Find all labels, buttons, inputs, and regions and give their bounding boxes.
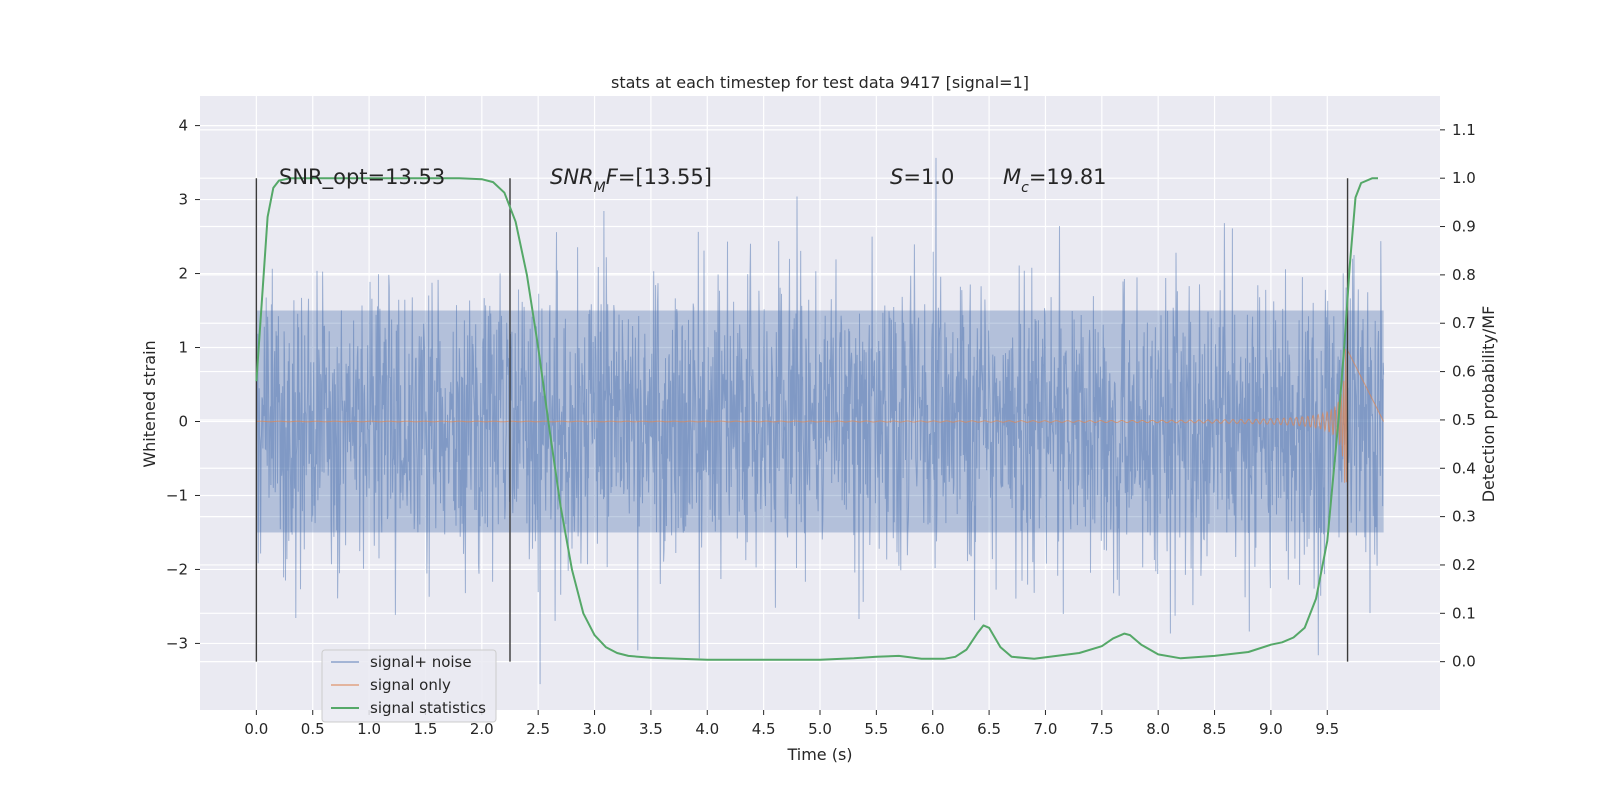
x-tick-label: 1.0 xyxy=(357,720,381,738)
legend-label-signal-statistics: signal statistics xyxy=(370,699,486,717)
y-tick-label: 3 xyxy=(178,191,188,209)
x-tick-label: 8.5 xyxy=(1203,720,1227,738)
y-tick-label: −3 xyxy=(166,634,188,652)
x-tick-label: 2.5 xyxy=(526,720,550,738)
x-tick-label: 0.0 xyxy=(244,720,268,738)
chart-title: stats at each timestep for test data 941… xyxy=(611,73,1029,92)
legend-label-signal-noise: signal+ noise xyxy=(370,653,472,671)
x-tick-label: 9.0 xyxy=(1259,720,1283,738)
x-tick-label: 7.5 xyxy=(1090,720,1114,738)
y-tick-label: 1 xyxy=(178,339,188,357)
annotations: SNR_opt=13.53 SNRMF=[13.55] S=1.0 Mc=19.… xyxy=(279,165,1107,196)
x-tick-label: 7.0 xyxy=(1034,720,1058,738)
s-label: S xyxy=(890,165,903,189)
x-axis-label: Time (s) xyxy=(786,745,852,764)
y2-tick-label: 0.9 xyxy=(1452,218,1476,236)
x-tick-labels: 0.0 0.5 1.0 1.5 2.0 2.5 3.0 3.5 4.0 4.5 5.0 5.5 6.0 6… xyxy=(244,710,1339,738)
x-tick-label: 2.0 xyxy=(470,720,494,738)
x-tick-label: 6.0 xyxy=(921,720,945,738)
y2-tick-label: 0.8 xyxy=(1452,266,1476,284)
y2-tick-label: 0.2 xyxy=(1452,556,1476,574)
signal-plus-noise-line xyxy=(255,157,1385,685)
legend-box xyxy=(321,649,497,723)
snr-mf-main: SNR xyxy=(550,165,594,189)
y-tick-label: 0 xyxy=(178,412,188,430)
x-tick-label: 4.5 xyxy=(752,720,776,738)
mc-value: =19.81 xyxy=(1029,165,1107,189)
s-annotation: S=1.0 xyxy=(890,165,954,189)
signal-only-series xyxy=(256,348,1385,483)
y-tick-label: 4 xyxy=(178,117,188,135)
legend: signal+ noise signal only signal statist… xyxy=(321,649,497,723)
y2-tick-label: 0.5 xyxy=(1452,411,1476,429)
snr-mf-value: =[13.55] xyxy=(618,165,712,189)
mc-main: M xyxy=(1003,165,1021,189)
x-tick-label: 3.0 xyxy=(583,720,607,738)
x-tick-label: 4.0 xyxy=(695,720,719,738)
y-tick-labels: 4 3 2 1 0 −1 −2 −3 xyxy=(166,117,200,652)
y2-tick-label: 0.3 xyxy=(1452,508,1476,526)
legend-label-signal-only: signal only xyxy=(370,676,451,694)
y-axis-label: Whitened strain xyxy=(140,340,159,467)
signal-statistics-series xyxy=(255,177,1378,661)
signal-only-line xyxy=(256,348,1385,483)
y2-tick-label: 1.1 xyxy=(1452,121,1476,139)
x-tick-label: 6.5 xyxy=(977,720,1001,738)
s-value: =1.0 xyxy=(903,165,954,189)
y-tick-label: 2 xyxy=(178,265,188,283)
vertical-markers xyxy=(255,178,1349,662)
x-tick-label: 5.0 xyxy=(808,720,832,738)
y2-tick-label: 0.7 xyxy=(1452,314,1476,332)
x-tick-label: 8.0 xyxy=(1146,720,1170,738)
snr-mf-sub: M xyxy=(594,180,606,196)
mc-sub: c xyxy=(1021,180,1029,196)
y-tick-label: −1 xyxy=(166,486,188,504)
y2-tick-labels: 1.1 1.0 0.9 0.8 0.7 0.6 0.5 0.4 0.3 0.2 0.1 0.0 xyxy=(1440,121,1476,671)
y2-tick-label: 0.6 xyxy=(1452,363,1476,381)
x-tick-label: 3.5 xyxy=(639,720,663,738)
snr-opt-annotation: SNR_opt=13.53 xyxy=(279,165,445,190)
y2-tick-label: 0.1 xyxy=(1452,604,1476,622)
snr-mf-rest: F xyxy=(606,165,619,189)
signal-statistics-line xyxy=(255,177,1378,661)
mc-annotation: Mc=19.81 xyxy=(1003,165,1107,196)
x-tick-label: 5.5 xyxy=(864,720,888,738)
x-tick-label: 0.5 xyxy=(301,720,325,738)
y2-tick-label: 0.4 xyxy=(1452,459,1476,477)
y2-axis-label: Detection probability/MF xyxy=(1479,306,1498,503)
y2-tick-label: 0.0 xyxy=(1452,653,1476,671)
snr-mf-annotation: SNRMF=[13.55] xyxy=(550,165,712,196)
y2-tick-label: 1.0 xyxy=(1452,169,1476,187)
x-tick-label: 1.5 xyxy=(414,720,438,738)
x-tick-label: 9.5 xyxy=(1315,720,1339,738)
y-tick-label: −2 xyxy=(166,560,188,578)
